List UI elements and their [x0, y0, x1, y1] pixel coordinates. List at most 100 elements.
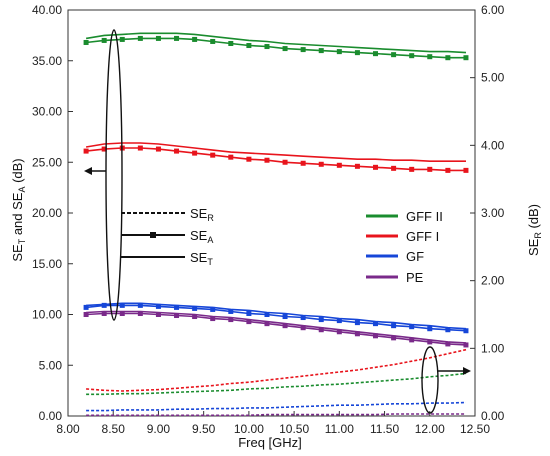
data-point-gff-ii-se-a [373, 51, 379, 57]
left-axis-group-ellipse [105, 29, 123, 321]
left-tick-label: 5.00 [39, 358, 63, 372]
series-line-gf-se-r [86, 401, 467, 412]
legend-label-subscript: T [207, 257, 213, 267]
data-point-gff-ii-se-a [137, 35, 143, 41]
data-point-pe-se-a [445, 341, 451, 347]
data-point-gff-i-se-a [101, 146, 107, 152]
data-point-gf-se-a [409, 324, 415, 330]
x-tick-label: 12.00 [415, 422, 445, 436]
data-point-gff-ii-se-a [318, 48, 324, 54]
data-point-gf-se-a [373, 321, 379, 327]
data-point-gff-i-se-a [264, 157, 270, 163]
legend-label-a: SEA [190, 228, 213, 245]
data-point-gff-i-se-a [318, 161, 324, 167]
data-point-gff-i-se-a [300, 160, 306, 166]
left-tick-label: 25.00 [32, 155, 62, 169]
x-tick-label: 8.00 [56, 422, 80, 436]
left-tick-label: 15.00 [32, 257, 62, 271]
data-point-gff-ii-se-a [391, 52, 397, 58]
series-line-gff-ii-se-r [86, 372, 467, 396]
data-point-pe-se-a [354, 331, 360, 337]
data-point-pe-se-a [246, 319, 252, 325]
material-legend: GFF II GFF I GF PE [366, 209, 443, 285]
x-tick-label: 10.50 [279, 422, 309, 436]
data-point-pe-se-a [336, 329, 342, 335]
data-point-gff-i-se-a [155, 146, 161, 152]
left-tick-label: 0.00 [39, 409, 63, 423]
right-axis-group-ellipse [421, 346, 439, 414]
right-tick-label: 4.00 [481, 138, 505, 152]
data-point-pe-se-a [119, 310, 125, 316]
x-axis-ticks: 8.00 8.50 9.00 9.50 10.00 10.50 11.00 11.50 12.0… [56, 411, 490, 436]
data-point-gff-ii-se-a [83, 39, 89, 45]
data-point-gf-se-a [336, 318, 342, 324]
data-point-pe-se-a [174, 313, 180, 319]
data-point-gff-ii-se-a [354, 50, 360, 56]
data-point-gff-i-se-a [174, 148, 180, 154]
legend-label-base: SE [190, 250, 208, 265]
data-point-gff-i-se-a [282, 159, 288, 165]
right-tick-label: 3.00 [481, 206, 505, 220]
data-point-pe-se-a [228, 317, 234, 323]
data-point-gf-se-a [463, 328, 469, 334]
legend-marker [150, 232, 156, 238]
series-layer [83, 32, 469, 417]
data-point-pe-se-a [300, 325, 306, 331]
data-point-gff-ii-se-a [282, 46, 288, 52]
data-point-gff-i-se-a [192, 150, 198, 156]
data-point-pe-se-a [463, 342, 469, 348]
right-tick-label: 0.00 [481, 409, 505, 423]
x-tick-label: 9.50 [192, 422, 216, 436]
data-point-gff-ii-se-a [427, 54, 433, 60]
data-point-pe-se-a [264, 321, 270, 327]
right-axis-ticks: 0.00 1.00 2.00 3.00 4.00 5.00 6.00 [470, 3, 505, 423]
data-point-gff-ii-se-a [155, 35, 161, 41]
data-point-gff-i-se-a [210, 152, 216, 158]
x-tick-label: 9.00 [147, 422, 171, 436]
data-point-gf-se-a [246, 310, 252, 316]
data-point-gf-se-a [101, 302, 107, 308]
data-point-pe-se-a [210, 316, 216, 322]
right-tick-label: 6.00 [481, 3, 505, 17]
data-point-gf-se-a [137, 302, 143, 308]
left-tick-label: 20.00 [32, 206, 62, 220]
data-point-gf-se-a [318, 317, 324, 323]
series-line-gf-se-t [86, 302, 467, 330]
data-point-gf-se-a [228, 308, 234, 314]
data-point-gf-se-a [391, 323, 397, 329]
right-tick-label: 1.00 [481, 341, 505, 355]
data-point-gff-ii-se-a [264, 44, 270, 50]
data-point-pe-se-a [409, 337, 415, 343]
x-tick-label: 11.50 [370, 422, 399, 436]
legend-label-r: SER [190, 206, 214, 223]
legend-label-gff-ii: GFF II [406, 209, 443, 224]
right-axis-title: SER (dB) [526, 204, 543, 256]
data-point-pe-se-a [427, 339, 433, 345]
data-point-gff-ii-se-a [409, 53, 415, 59]
data-point-pe-se-a [192, 314, 198, 320]
x-tick-label: 8.50 [102, 422, 126, 436]
data-point-gff-i-se-a [246, 156, 252, 162]
left-axis-ticks: 0.00 5.00 10.00 15.00 20.00 25.00 30.00 35.00 40… [32, 3, 73, 423]
data-point-gff-ii-se-a [174, 35, 180, 41]
data-point-gf-se-a [192, 305, 198, 311]
legend-label-gf: GF [406, 249, 424, 264]
data-point-gf-se-a [155, 303, 161, 309]
data-point-gff-i-se-a [409, 166, 415, 172]
left-tick-label: 30.00 [32, 105, 62, 119]
data-point-gff-ii-se-a [228, 40, 234, 46]
series-line-pe-se-r [86, 413, 466, 417]
data-point-gff-i-se-a [427, 166, 433, 172]
left-tick-label: 40.00 [32, 3, 62, 17]
series-line-pe-se-t [86, 310, 467, 344]
data-point-gf-se-a [210, 306, 216, 312]
left-tick-label: 35.00 [32, 54, 62, 68]
data-point-gf-se-a [174, 304, 180, 310]
data-point-pe-se-a [83, 312, 89, 317]
data-point-gff-ii-se-a [336, 49, 342, 55]
legend-label-subscript: R [207, 213, 214, 223]
data-point-gff-i-se-a [354, 163, 360, 169]
legend-label-pe: PE [406, 270, 424, 285]
data-point-gff-i-se-a [228, 154, 234, 160]
